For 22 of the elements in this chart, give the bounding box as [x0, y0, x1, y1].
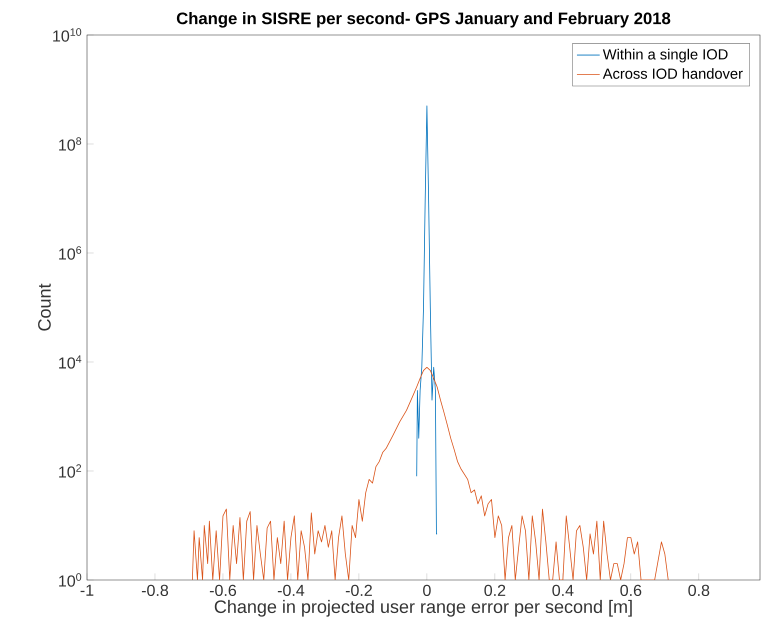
y-tick-label: 10$^{8}$: [59, 137, 82, 151]
x-tick-label: -0.6: [210, 584, 236, 596]
x-tick-label: -0.8: [142, 584, 168, 596]
y-tick-label: 10$^{6}$: [59, 246, 82, 260]
y-tick-label: 10$^{4}$: [59, 355, 82, 369]
chart-title: Change in SISRE per second- GPS January and February 2018: [176, 12, 670, 28]
line-series: [416, 106, 438, 534]
x-tick-label: 0: [423, 584, 431, 596]
y-tick-label: 10$^{2}$: [59, 464, 82, 478]
y-tick-label: 10$^{0}$: [59, 573, 82, 587]
x-tick-label: 0.8: [688, 584, 710, 596]
x-tick-label: -1: [80, 584, 94, 596]
x-tick-label: -0.4: [278, 584, 304, 596]
x-tick-label: 0.6: [620, 584, 642, 596]
x-axis-title: Change in projected user range error per second [m]: [214, 600, 632, 617]
x-tick-label: -0.2: [346, 584, 372, 596]
x-tick-label: 0.2: [484, 584, 506, 596]
y-tick-label: 10$^{10}$: [53, 28, 82, 42]
legend-label: Across IOD handover: [602, 68, 743, 79]
legend-label: Within a single IOD: [602, 48, 728, 62]
y-axis-title: Count: [38, 284, 51, 331]
x-tick-label: 0.4: [552, 584, 574, 596]
